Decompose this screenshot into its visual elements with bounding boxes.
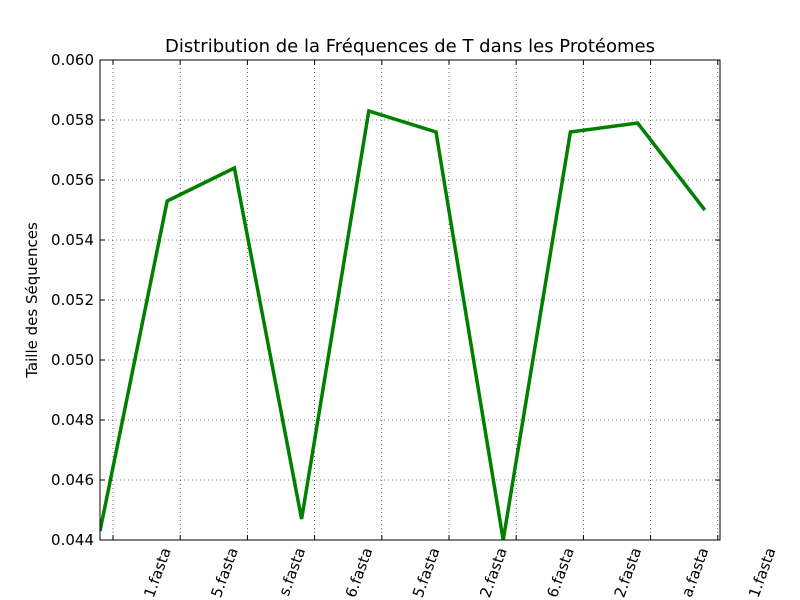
y-tick-label: 0.048 (51, 411, 94, 429)
y-tick-label: 0.056 (51, 171, 94, 189)
x-tick-label: 5.fasta (207, 545, 242, 600)
y-tick-label: 0.058 (51, 111, 94, 129)
x-tick-label: 6.fasta (543, 545, 578, 600)
x-tick-label: 6.fasta (342, 545, 377, 600)
grid (100, 59, 720, 541)
y-tick-label: 0.060 (51, 51, 94, 69)
series-layer (100, 108, 707, 540)
y-tick-label: 0.044 (51, 531, 94, 549)
ticks: 0.044 0.046 0.048 0.050 0.052 0.054 0.056 0.058… (51, 51, 780, 600)
chart-title: Distribution de la Fréquences de T dans … (165, 36, 655, 57)
x-tick-label: 5.fasta (409, 545, 444, 600)
x-tick-label: 2.fasta (611, 545, 646, 600)
x-tick-label: a.fasta (678, 545, 712, 599)
x-tick-label: 2.fasta (476, 545, 511, 600)
y-tick-label: 0.052 (51, 291, 94, 309)
y-tick-label: 0.054 (51, 231, 94, 249)
y-axis-label: Taille des Séquences (23, 222, 41, 379)
x-tick-label: s.fasta (275, 545, 309, 598)
y-tick-label: 0.050 (51, 351, 94, 369)
y-tick-label: 0.046 (51, 471, 94, 489)
series-line (100, 108, 707, 540)
x-tick-label: 1.fasta (745, 545, 780, 600)
x-tick-label: 1.fasta (140, 545, 175, 600)
